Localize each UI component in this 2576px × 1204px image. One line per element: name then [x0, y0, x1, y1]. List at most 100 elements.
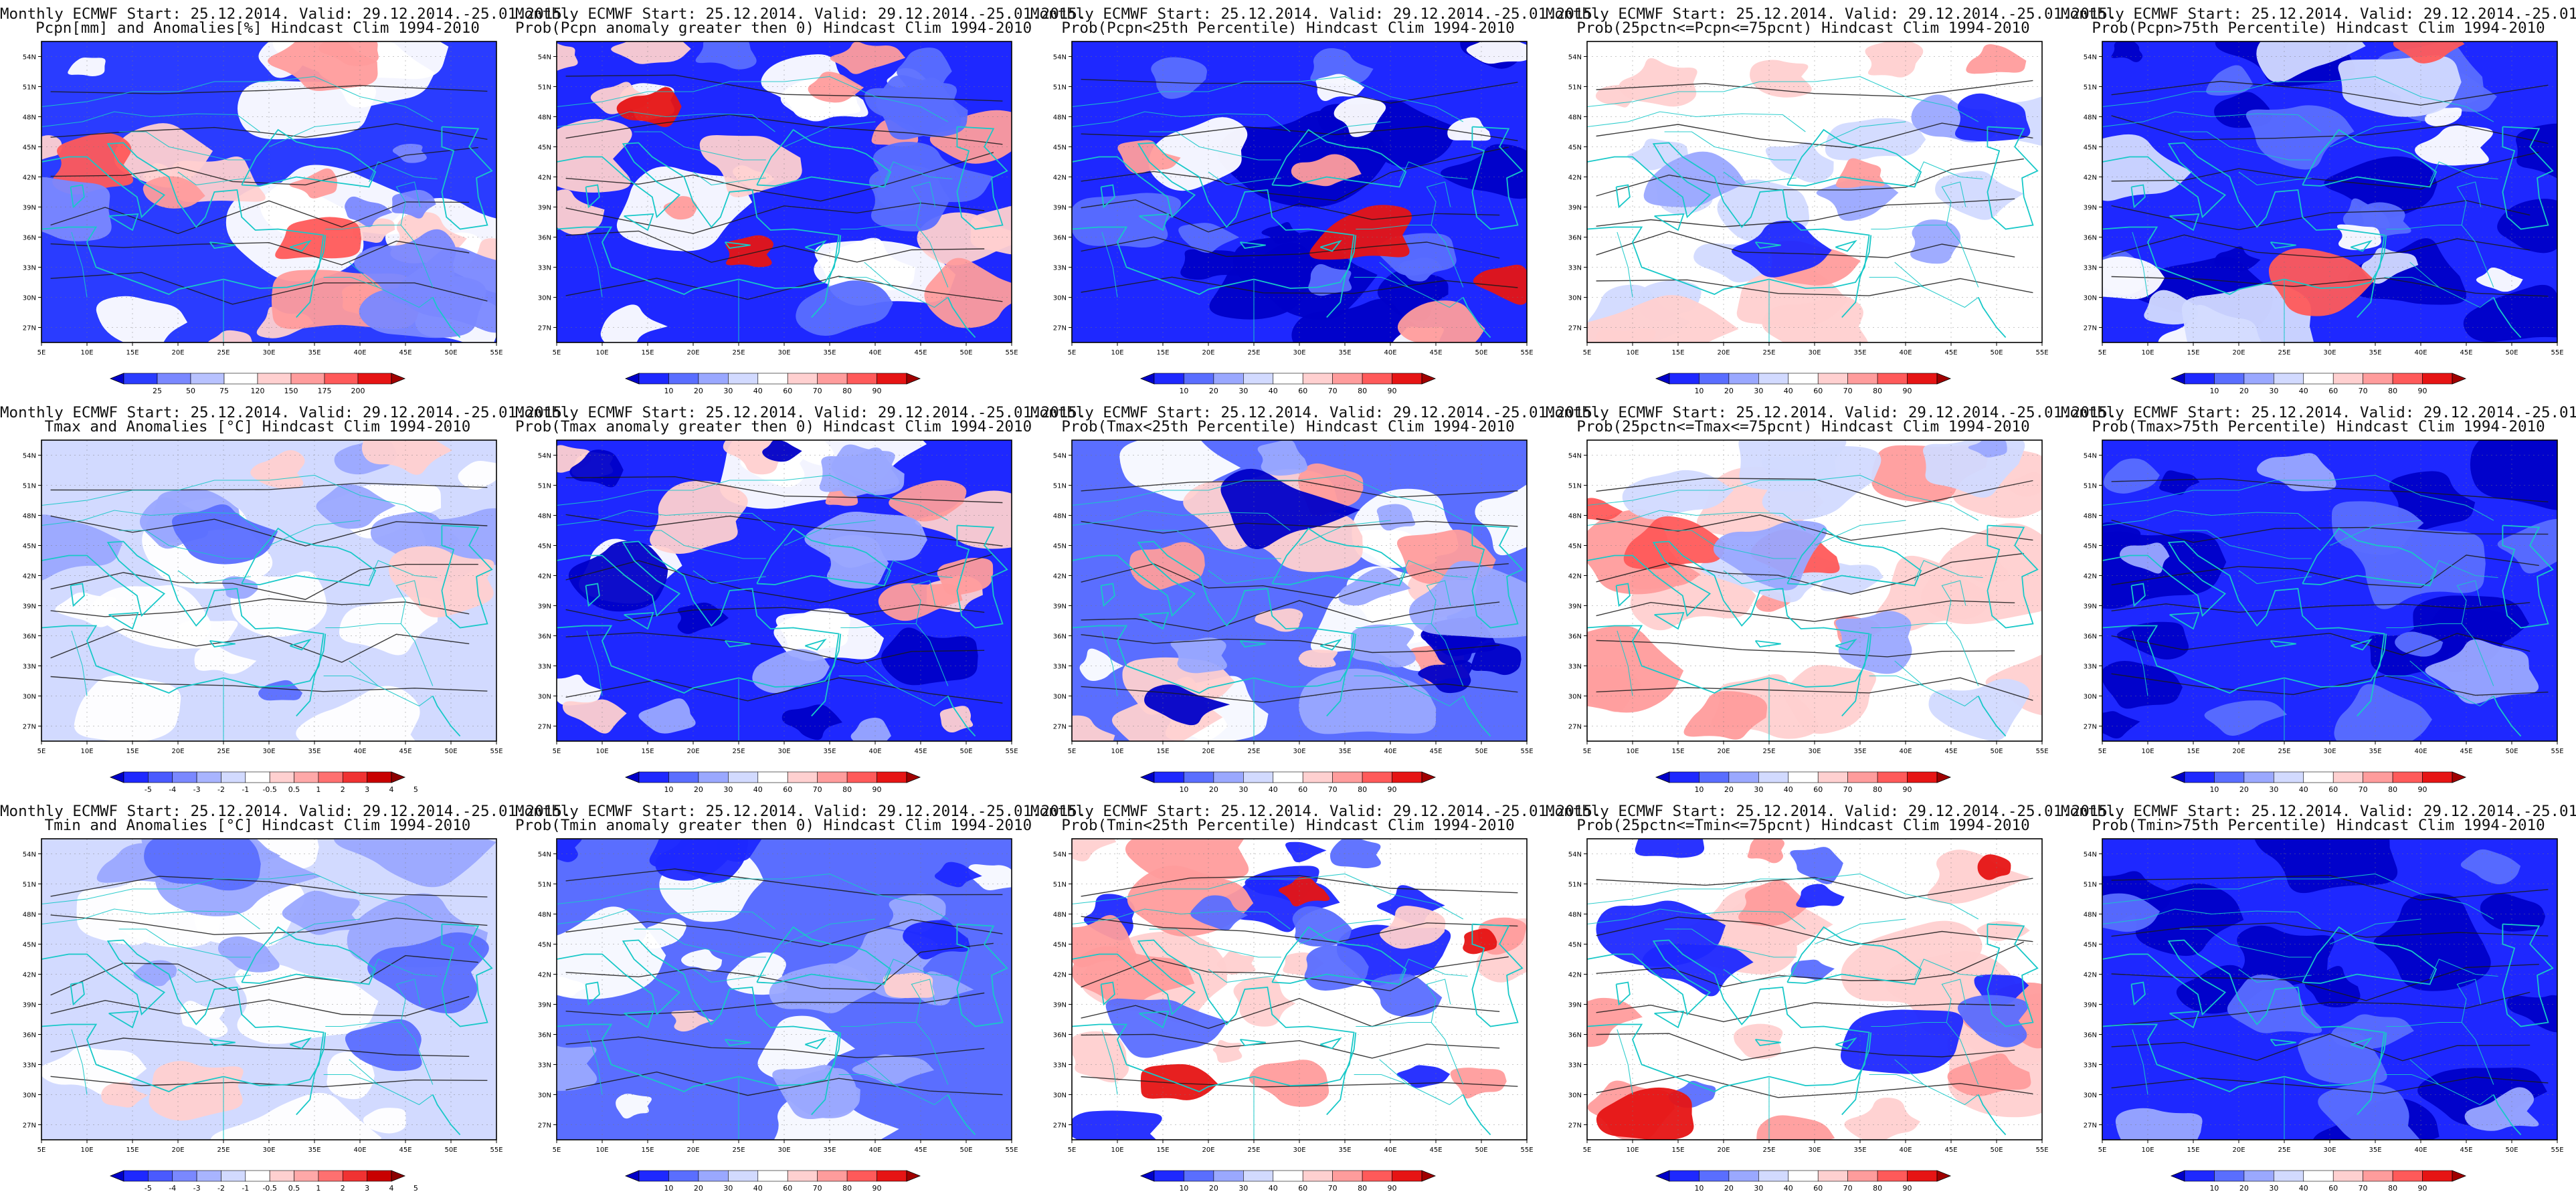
colorbar-label: -4: [169, 785, 176, 794]
x-tick-label: 30E: [1808, 748, 1821, 755]
anomaly-field-region: [830, 41, 905, 74]
colorbar-label: 60: [783, 1184, 792, 1193]
colorbar-swatch: [1154, 373, 1184, 385]
y-tick-label: 30N: [1053, 694, 1067, 701]
y-tick-label: 54N: [1053, 54, 1067, 62]
y-tick-label: 33N: [1568, 1062, 1582, 1070]
colorbar-label: 80: [1873, 387, 1882, 395]
y-tick-label: 45N: [1053, 543, 1067, 550]
y-tick-label: 36N: [1568, 1032, 1582, 1039]
y-tick-label: 33N: [1568, 265, 1582, 272]
anomaly-field-region: [1409, 561, 1527, 638]
map-figure: 5E 10E 15E 20E 25E 30E 35E 40E 45E 50E 55E 54N 51N 48…: [23, 439, 503, 794]
colorbar-swatch: [294, 1170, 319, 1182]
map-figure: 5E 10E 15E 20E 25E 30E 35E 40E 45E 50E 55E 54N 51N 48…: [2084, 439, 2564, 794]
x-tick-label: 5E: [553, 1146, 561, 1154]
map-gridlines: [557, 839, 1012, 1140]
colorbar-label: 60: [783, 387, 792, 395]
x-tick-label: 50E: [959, 1146, 972, 1154]
x-tick-label: 10E: [80, 349, 93, 357]
x-tick-label: 50E: [2505, 748, 2518, 755]
anomaly-field-region: [2373, 893, 2491, 991]
colorbar-label: 120: [251, 387, 265, 395]
colorbar-swatch: [342, 771, 367, 783]
x-tick-label: 25E: [1762, 748, 1775, 755]
coastlines: [1587, 923, 2039, 1136]
x-tick-label: 50E: [959, 748, 972, 755]
colorbar-swatch: [638, 1170, 669, 1182]
map-gridlines: [2102, 440, 2557, 741]
anomaly-field-region: [881, 627, 978, 686]
anomaly-field-region: [2102, 134, 2193, 201]
y-tick-label: 30N: [2084, 694, 2097, 701]
x-tick-label: 10E: [1626, 1146, 1639, 1154]
anomaly-field-region: [1762, 295, 1868, 342]
anomaly-field-region: [1835, 611, 1912, 674]
anomaly-field-region: [1441, 144, 1527, 199]
x-tick-label: 15E: [1671, 349, 1684, 357]
anomaly-field-region: [1473, 264, 1527, 305]
anomaly-field-region: [1910, 219, 1961, 264]
colorbar-label: -5: [145, 1184, 152, 1193]
y-tick-label: 36N: [538, 235, 551, 242]
anomaly-field-region: [2298, 1031, 2387, 1085]
anomaly-field-region: [1844, 1097, 1920, 1140]
y-tick-label: 54N: [1568, 54, 1582, 62]
map-figure: 5E 10E 15E 20E 25E 30E 35E 40E 45E 50E 55E 54N 51N 48…: [1568, 41, 2049, 395]
anomaly-field-region: [250, 449, 305, 489]
y-tick-label: 36N: [23, 235, 36, 242]
colorbar-label: 70: [813, 1184, 822, 1193]
colorbar-swatch: [318, 771, 343, 783]
y-tick-label: 33N: [23, 1062, 36, 1070]
anomaly-field-region: [1178, 223, 1240, 253]
x-tick-label: 45E: [399, 349, 411, 357]
x-tick-label: 20E: [1202, 349, 1214, 357]
x-tick-label: 30E: [262, 1146, 275, 1154]
x-tick-label: 20E: [171, 748, 184, 755]
y-tick-label: 42N: [1568, 972, 1582, 979]
y-tick-label: 45N: [538, 543, 551, 550]
x-tick-label: 5E: [553, 748, 561, 755]
anomaly-field-region: [600, 304, 668, 342]
colorbar-swatch: [2214, 771, 2245, 783]
anomaly-field-region: [41, 514, 123, 581]
anomaly-field-region: [1954, 93, 2031, 142]
colorbar-label: 90: [872, 785, 882, 794]
y-tick-label: 51N: [1053, 84, 1067, 92]
colorbar-label: 80: [842, 785, 852, 794]
map-figure: 5E 10E 15E 20E 25E 30E 35E 40E 45E 50E 55E 54N 51N 48…: [1568, 838, 2049, 1193]
colorbar-swatch: [2392, 373, 2423, 385]
colorbar-label: 70: [813, 387, 822, 395]
anomaly-field-region: [786, 1068, 858, 1118]
panel-title-line2: Prob(25pctn<=Pcpn<=75pcnt) Hindcast Clim…: [1576, 19, 2030, 37]
anomaly-field-region: [221, 576, 258, 599]
x-tick-label: 55E: [2035, 349, 2048, 357]
panel-title-line1: Monthly ECMWF Start: 25.12.2014. Valid: …: [515, 5, 1087, 23]
anomaly-field-region: [872, 141, 994, 211]
colorbar-label: 3: [365, 785, 369, 794]
colorbar-label: 4: [389, 1184, 394, 1193]
anomaly-field-region: [1304, 945, 1369, 991]
colorbar-swatch: [2243, 771, 2274, 783]
anomaly-field-region: [171, 504, 278, 565]
colorbar: 10 20 30 40 60 70 80 90: [2170, 1170, 2467, 1193]
anomaly-field-region: [1338, 567, 1411, 606]
x-tick-label: 5E: [37, 349, 46, 357]
y-tick-label: 54N: [1568, 453, 1582, 460]
x-tick-label: 40E: [2414, 748, 2427, 755]
panel-title-line2: Prob(25pctn<=Tmax<=75pcnt) Hindcast Clim…: [1576, 418, 2030, 435]
colorbar-swatch: [1213, 373, 1244, 385]
y-tick-label: 51N: [1568, 84, 1582, 92]
colorbar-swatch: [846, 1170, 877, 1182]
colorbar-label: 30: [1238, 1184, 1248, 1193]
map-figure: 5E 10E 15E 20E 25E 30E 35E 40E 45E 50E 55E 54N 51N 48…: [1053, 838, 1534, 1193]
coastlines: [41, 524, 493, 737]
y-tick-label: 27N: [2084, 1122, 2097, 1130]
colorbar-label: 5: [413, 1184, 418, 1193]
colorbar-label: 10: [1179, 1184, 1188, 1193]
panel-title-line2: Prob(Pcpn anomaly greater then 0) Hindca…: [515, 19, 1032, 37]
x-tick-label: 15E: [641, 1146, 654, 1154]
anomaly-field-region: [1170, 637, 1227, 674]
anomaly-field-region: [316, 484, 396, 529]
x-tick-label: 55E: [1005, 349, 1018, 357]
